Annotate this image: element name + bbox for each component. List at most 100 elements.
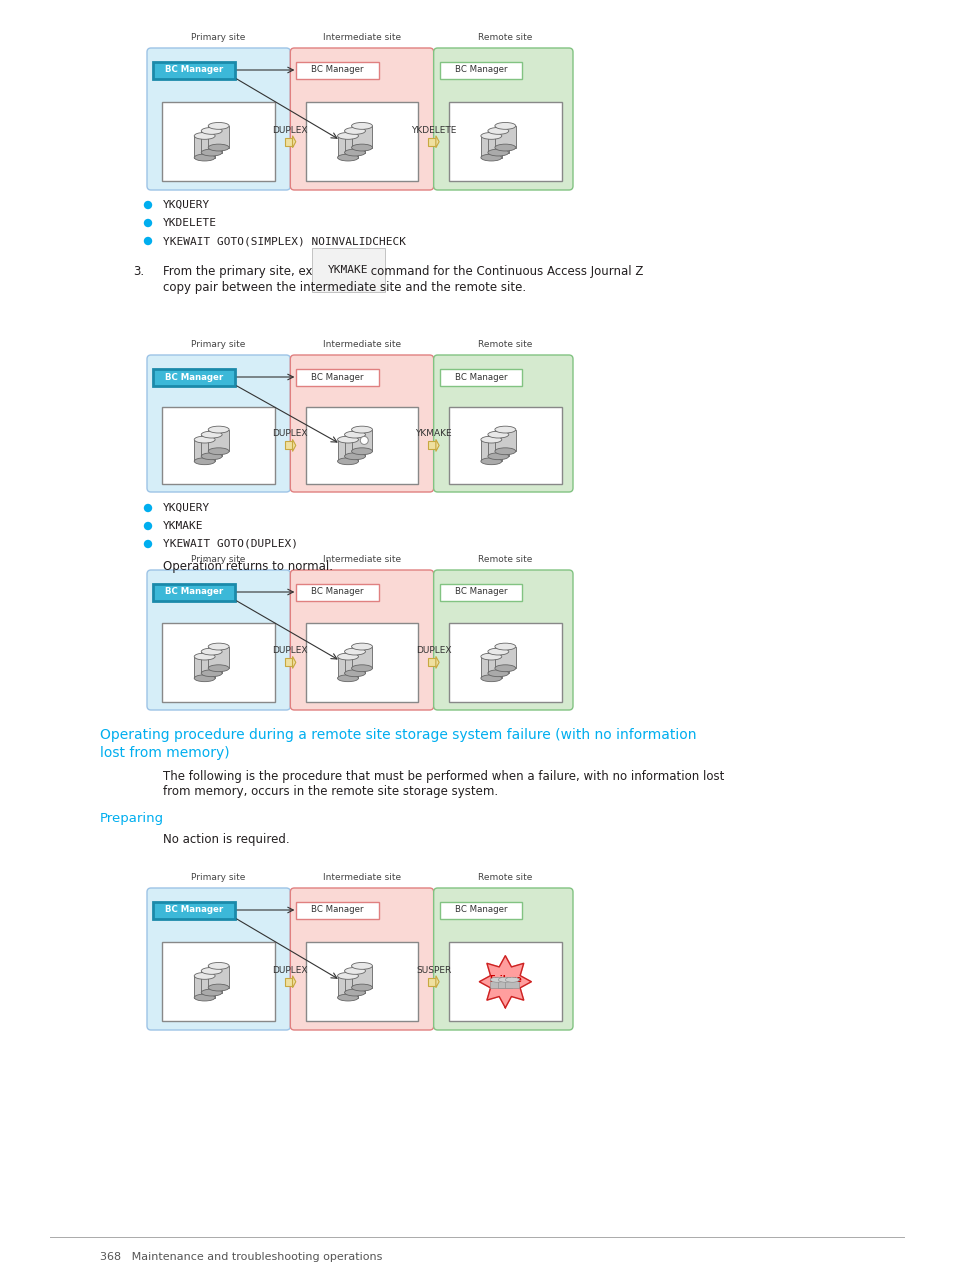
Text: copy pair between the intermediate site and the remote site.: copy pair between the intermediate site …	[163, 281, 525, 294]
Ellipse shape	[487, 670, 508, 676]
Ellipse shape	[487, 431, 508, 438]
Bar	[201, 131, 222, 153]
Text: Preparing: Preparing	[100, 812, 164, 825]
Text: YKEWAIT GOTO(SIMPLEX) NOINVALIDCHECK: YKEWAIT GOTO(SIMPLEX) NOINVALIDCHECK	[163, 236, 406, 247]
Bar	[490, 980, 504, 988]
Ellipse shape	[337, 653, 358, 660]
Ellipse shape	[208, 447, 229, 455]
Ellipse shape	[352, 643, 372, 649]
Ellipse shape	[344, 127, 365, 135]
Ellipse shape	[208, 962, 229, 970]
Bar	[495, 126, 516, 147]
Bar	[201, 435, 222, 456]
Ellipse shape	[194, 154, 214, 161]
Bar	[194, 440, 214, 461]
Ellipse shape	[487, 149, 508, 156]
Text: command for the Continuous Access Journal Z: command for the Continuous Access Journa…	[367, 264, 643, 278]
Polygon shape	[293, 656, 295, 669]
Text: Primary site: Primary site	[192, 33, 246, 42]
Circle shape	[144, 522, 152, 530]
Text: Intermediate site: Intermediate site	[323, 33, 400, 42]
Polygon shape	[436, 656, 438, 669]
Ellipse shape	[208, 665, 229, 671]
Ellipse shape	[352, 984, 372, 991]
FancyBboxPatch shape	[434, 48, 573, 189]
Circle shape	[144, 505, 152, 511]
Ellipse shape	[201, 670, 222, 676]
Ellipse shape	[201, 452, 222, 460]
Text: BC Manager: BC Manager	[454, 905, 506, 915]
Text: BC Manager: BC Manager	[311, 372, 363, 381]
Bar	[285, 658, 293, 666]
Bar	[208, 966, 229, 988]
Bar	[194, 136, 214, 158]
FancyBboxPatch shape	[296, 369, 378, 385]
Bar	[449, 623, 561, 702]
Ellipse shape	[495, 122, 516, 130]
Ellipse shape	[194, 994, 214, 1002]
FancyBboxPatch shape	[290, 569, 434, 710]
Bar	[162, 942, 274, 1022]
Ellipse shape	[352, 962, 372, 970]
Text: SUSPER: SUSPER	[416, 966, 451, 975]
Text: Intermediate site: Intermediate site	[323, 873, 400, 882]
FancyBboxPatch shape	[290, 48, 434, 189]
FancyBboxPatch shape	[152, 901, 235, 919]
Bar	[337, 976, 358, 998]
Text: YKDELETE: YKDELETE	[163, 219, 216, 228]
Bar	[208, 647, 229, 669]
Text: DUPLEX: DUPLEX	[273, 430, 308, 438]
Ellipse shape	[208, 643, 229, 649]
Bar	[337, 440, 358, 461]
Text: No action is required.: No action is required.	[163, 833, 290, 846]
Ellipse shape	[337, 436, 358, 444]
Ellipse shape	[337, 458, 358, 465]
Bar	[337, 657, 358, 679]
Bar	[352, 430, 372, 451]
Ellipse shape	[495, 447, 516, 455]
Bar	[497, 980, 512, 988]
Text: YKEWAIT GOTO(DUPLEX): YKEWAIT GOTO(DUPLEX)	[163, 539, 297, 549]
Ellipse shape	[194, 436, 214, 444]
Bar	[428, 658, 436, 666]
Bar	[487, 435, 508, 456]
Text: Operation returns to normal.: Operation returns to normal.	[163, 561, 333, 573]
FancyBboxPatch shape	[296, 583, 378, 600]
FancyBboxPatch shape	[439, 61, 521, 79]
Polygon shape	[478, 956, 531, 1008]
Polygon shape	[436, 440, 438, 451]
FancyBboxPatch shape	[296, 901, 378, 919]
FancyBboxPatch shape	[147, 355, 290, 492]
Bar	[480, 440, 501, 461]
FancyBboxPatch shape	[152, 369, 235, 385]
Ellipse shape	[201, 127, 222, 135]
Ellipse shape	[344, 967, 365, 975]
Ellipse shape	[344, 431, 365, 438]
Text: Failure: Failure	[489, 975, 521, 984]
Bar	[344, 131, 365, 153]
FancyBboxPatch shape	[147, 48, 290, 189]
Ellipse shape	[337, 972, 358, 980]
Text: Remote site: Remote site	[477, 873, 532, 882]
Polygon shape	[436, 136, 438, 147]
Ellipse shape	[337, 132, 358, 140]
Bar	[428, 137, 436, 146]
Bar	[344, 971, 365, 993]
Text: Remote site: Remote site	[477, 341, 532, 350]
Bar	[194, 976, 214, 998]
FancyBboxPatch shape	[152, 583, 235, 600]
Circle shape	[360, 436, 368, 445]
Ellipse shape	[201, 989, 222, 996]
Bar	[306, 942, 417, 1022]
Ellipse shape	[208, 984, 229, 991]
Ellipse shape	[495, 665, 516, 671]
Bar	[162, 623, 274, 702]
Bar	[344, 652, 365, 674]
Bar	[449, 407, 561, 484]
Text: Intermediate site: Intermediate site	[323, 341, 400, 350]
Ellipse shape	[480, 154, 501, 161]
Ellipse shape	[344, 149, 365, 156]
Text: from memory, occurs in the remote site storage system.: from memory, occurs in the remote site s…	[163, 785, 497, 798]
Ellipse shape	[344, 648, 365, 655]
Text: The following is the procedure that must be performed when a failure, with no in: The following is the procedure that must…	[163, 770, 723, 783]
